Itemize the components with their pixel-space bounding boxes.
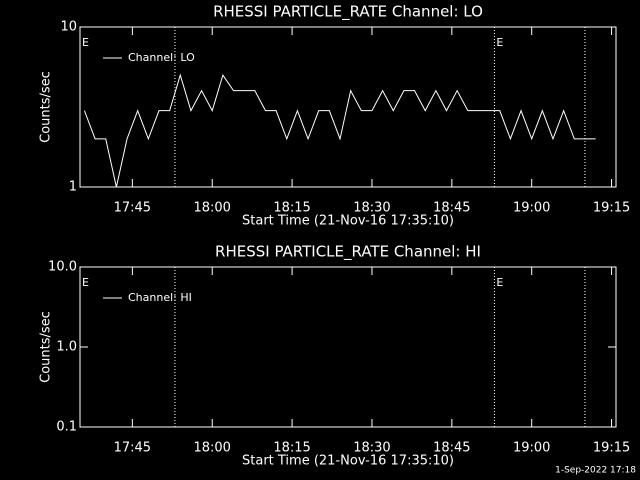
time-marker-label: E (496, 36, 503, 49)
time-marker-label: E (82, 276, 89, 289)
x-tick-label: 18:15 (273, 201, 310, 216)
x-tick-label: 19:00 (513, 441, 550, 456)
plot-frame (79, 26, 617, 188)
x-tick-label: 18:45 (433, 201, 470, 216)
x-tick-label: 18:00 (193, 441, 230, 456)
x-axis-label: Start Time (21-Nov-16 17:35:10) (242, 214, 454, 229)
x-tick-label: 19:15 (593, 201, 630, 216)
x-tick-label: 18:30 (353, 441, 390, 456)
time-marker-label: E (82, 36, 89, 49)
x-tick-label: 19:15 (593, 441, 630, 456)
x-tick-label: 18:45 (433, 441, 470, 456)
x-tick-label: 19:00 (513, 201, 550, 216)
chart-title: RHESSI PARTICLE_RATE Channel: LO (213, 3, 483, 22)
y-axis-label: Counts/sec (39, 71, 54, 143)
y-tick-label: 10.0 (48, 260, 77, 275)
x-tick-label: 17:45 (114, 201, 151, 216)
x-tick-label: 18:15 (273, 441, 310, 456)
x-axis-label: Start Time (21-Nov-16 17:35:10) (242, 454, 454, 469)
y-axis-label: Counts/sec (39, 311, 54, 383)
chart-title: RHESSI PARTICLE_RATE Channel: HI (215, 243, 481, 262)
y-tick-label: 1 (69, 180, 77, 195)
x-tick-label: 17:45 (114, 441, 151, 456)
legend-label: Channel: HI (128, 291, 192, 304)
y-tick-label: 1.0 (56, 340, 77, 355)
data-line (83, 73, 596, 188)
y-tick-label: 10 (60, 20, 77, 35)
x-tick-label: 18:00 (193, 201, 230, 216)
footer: 1-Sep-2022 17:18 (555, 466, 636, 476)
x-tick-label: 18:30 (353, 201, 390, 216)
time-marker-label: E (496, 276, 503, 289)
legend-label: Channel: LO (128, 51, 195, 64)
y-tick-label: 0.1 (56, 420, 77, 435)
